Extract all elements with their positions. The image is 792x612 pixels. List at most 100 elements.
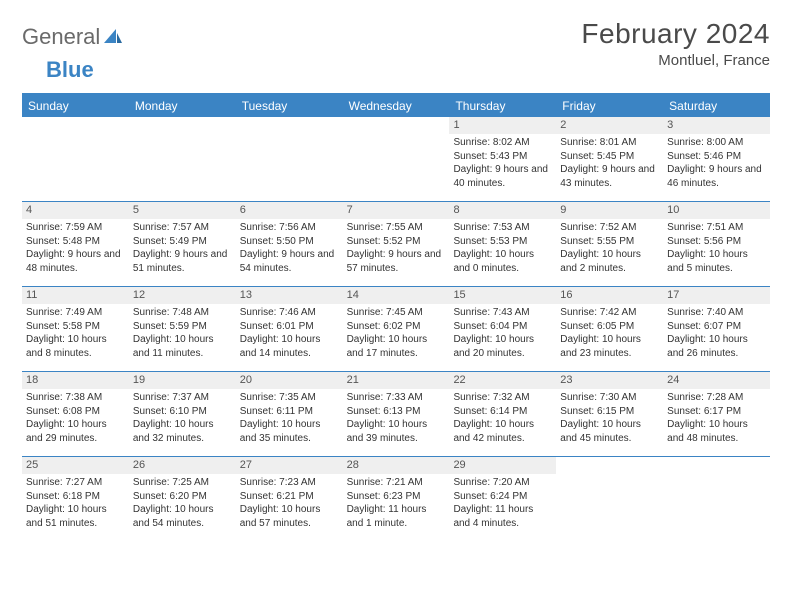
sunset-text: Sunset: 6:11 PM (240, 405, 339, 419)
daylight-text: Daylight: 10 hours and 39 minutes. (347, 418, 446, 445)
day-body: Sunrise: 7:57 AMSunset: 5:49 PMDaylight:… (129, 219, 236, 279)
day-body: Sunrise: 7:20 AMSunset: 6:24 PMDaylight:… (449, 474, 556, 534)
sunrise-text: Sunrise: 7:32 AM (453, 391, 552, 405)
week-row: 25Sunrise: 7:27 AMSunset: 6:18 PMDayligh… (22, 456, 770, 541)
day-cell: 3Sunrise: 8:00 AMSunset: 5:46 PMDaylight… (663, 117, 770, 201)
sunrise-text: Sunrise: 7:42 AM (560, 306, 659, 320)
day-body: Sunrise: 7:43 AMSunset: 6:04 PMDaylight:… (449, 304, 556, 364)
day-cell: 16Sunrise: 7:42 AMSunset: 6:05 PMDayligh… (556, 287, 663, 371)
day-body: Sunrise: 7:59 AMSunset: 5:48 PMDaylight:… (22, 219, 129, 279)
sunrise-text: Sunrise: 8:02 AM (453, 136, 552, 150)
day-number: 15 (449, 287, 556, 304)
day-cell (663, 457, 770, 541)
daylight-text: Daylight: 10 hours and 17 minutes. (347, 333, 446, 360)
day-number: 21 (343, 372, 450, 389)
day-number: 29 (449, 457, 556, 474)
day-number: 7 (343, 202, 450, 219)
daylight-text: Daylight: 10 hours and 5 minutes. (667, 248, 766, 275)
day-body: Sunrise: 8:00 AMSunset: 5:46 PMDaylight:… (663, 134, 770, 194)
day-cell: 12Sunrise: 7:48 AMSunset: 5:59 PMDayligh… (129, 287, 236, 371)
day-body: Sunrise: 7:49 AMSunset: 5:58 PMDaylight:… (22, 304, 129, 364)
daylight-text: Daylight: 10 hours and 29 minutes. (26, 418, 125, 445)
sunrise-text: Sunrise: 7:33 AM (347, 391, 446, 405)
daylight-text: Daylight: 11 hours and 4 minutes. (453, 503, 552, 530)
sunrise-text: Sunrise: 7:37 AM (133, 391, 232, 405)
sunrise-text: Sunrise: 7:38 AM (26, 391, 125, 405)
day-cell (22, 117, 129, 201)
day-number: 13 (236, 287, 343, 304)
day-cell: 21Sunrise: 7:33 AMSunset: 6:13 PMDayligh… (343, 372, 450, 456)
sunset-text: Sunset: 5:53 PM (453, 235, 552, 249)
day-number: 25 (22, 457, 129, 474)
daylight-text: Daylight: 10 hours and 51 minutes. (26, 503, 125, 530)
sunrise-text: Sunrise: 7:25 AM (133, 476, 232, 490)
day-cell: 28Sunrise: 7:21 AMSunset: 6:23 PMDayligh… (343, 457, 450, 541)
sunset-text: Sunset: 5:43 PM (453, 150, 552, 164)
sunset-text: Sunset: 6:05 PM (560, 320, 659, 334)
sunset-text: Sunset: 6:01 PM (240, 320, 339, 334)
sunrise-text: Sunrise: 7:56 AM (240, 221, 339, 235)
day-number: 20 (236, 372, 343, 389)
logo-sail-icon (102, 27, 124, 47)
location: Montluel, France (581, 52, 770, 69)
daylight-text: Daylight: 10 hours and 26 minutes. (667, 333, 766, 360)
weekday-header: Thursday (449, 95, 556, 117)
sunset-text: Sunset: 6:24 PM (453, 490, 552, 504)
daylight-text: Daylight: 10 hours and 42 minutes. (453, 418, 552, 445)
day-number: 11 (22, 287, 129, 304)
sunset-text: Sunset: 6:18 PM (26, 490, 125, 504)
day-cell: 17Sunrise: 7:40 AMSunset: 6:07 PMDayligh… (663, 287, 770, 371)
daylight-text: Daylight: 9 hours and 51 minutes. (133, 248, 232, 275)
weekday-header: Wednesday (343, 95, 450, 117)
day-number: 27 (236, 457, 343, 474)
sunrise-text: Sunrise: 7:30 AM (560, 391, 659, 405)
logo-text-blue: Blue (22, 57, 94, 83)
sunrise-text: Sunrise: 8:00 AM (667, 136, 766, 150)
weeks-container: 1Sunrise: 8:02 AMSunset: 5:43 PMDaylight… (22, 117, 770, 541)
sunset-text: Sunset: 6:02 PM (347, 320, 446, 334)
weekday-row: Sunday Monday Tuesday Wednesday Thursday… (22, 95, 770, 117)
day-number (236, 117, 343, 121)
daylight-text: Daylight: 10 hours and 45 minutes. (560, 418, 659, 445)
day-cell: 18Sunrise: 7:38 AMSunset: 6:08 PMDayligh… (22, 372, 129, 456)
sunrise-text: Sunrise: 7:23 AM (240, 476, 339, 490)
day-body: Sunrise: 7:35 AMSunset: 6:11 PMDaylight:… (236, 389, 343, 449)
day-body: Sunrise: 8:02 AMSunset: 5:43 PMDaylight:… (449, 134, 556, 194)
day-number: 12 (129, 287, 236, 304)
sunset-text: Sunset: 6:08 PM (26, 405, 125, 419)
sunrise-text: Sunrise: 7:46 AM (240, 306, 339, 320)
logo: General (22, 18, 126, 50)
day-body: Sunrise: 7:53 AMSunset: 5:53 PMDaylight:… (449, 219, 556, 279)
day-cell: 22Sunrise: 7:32 AMSunset: 6:14 PMDayligh… (449, 372, 556, 456)
daylight-text: Daylight: 9 hours and 54 minutes. (240, 248, 339, 275)
sunrise-text: Sunrise: 7:21 AM (347, 476, 446, 490)
day-body: Sunrise: 7:25 AMSunset: 6:20 PMDaylight:… (129, 474, 236, 534)
day-body: Sunrise: 7:30 AMSunset: 6:15 PMDaylight:… (556, 389, 663, 449)
sunset-text: Sunset: 5:56 PM (667, 235, 766, 249)
daylight-text: Daylight: 9 hours and 57 minutes. (347, 248, 446, 275)
sunrise-text: Sunrise: 7:20 AM (453, 476, 552, 490)
day-cell: 1Sunrise: 8:02 AMSunset: 5:43 PMDaylight… (449, 117, 556, 201)
sunset-text: Sunset: 5:52 PM (347, 235, 446, 249)
weekday-header: Tuesday (236, 95, 343, 117)
sunrise-text: Sunrise: 7:55 AM (347, 221, 446, 235)
sunset-text: Sunset: 6:14 PM (453, 405, 552, 419)
sunrise-text: Sunrise: 7:49 AM (26, 306, 125, 320)
day-number: 17 (663, 287, 770, 304)
day-cell: 6Sunrise: 7:56 AMSunset: 5:50 PMDaylight… (236, 202, 343, 286)
daylight-text: Daylight: 10 hours and 48 minutes. (667, 418, 766, 445)
month-title: February 2024 (581, 18, 770, 50)
day-number: 24 (663, 372, 770, 389)
daylight-text: Daylight: 9 hours and 46 minutes. (667, 163, 766, 190)
weekday-header: Saturday (663, 95, 770, 117)
sunset-text: Sunset: 6:04 PM (453, 320, 552, 334)
sunrise-text: Sunrise: 7:52 AM (560, 221, 659, 235)
sunset-text: Sunset: 6:10 PM (133, 405, 232, 419)
day-body: Sunrise: 7:45 AMSunset: 6:02 PMDaylight:… (343, 304, 450, 364)
sunset-text: Sunset: 5:49 PM (133, 235, 232, 249)
day-body: Sunrise: 7:33 AMSunset: 6:13 PMDaylight:… (343, 389, 450, 449)
sunset-text: Sunset: 6:17 PM (667, 405, 766, 419)
sunrise-text: Sunrise: 7:53 AM (453, 221, 552, 235)
day-body: Sunrise: 7:42 AMSunset: 6:05 PMDaylight:… (556, 304, 663, 364)
day-cell: 20Sunrise: 7:35 AMSunset: 6:11 PMDayligh… (236, 372, 343, 456)
